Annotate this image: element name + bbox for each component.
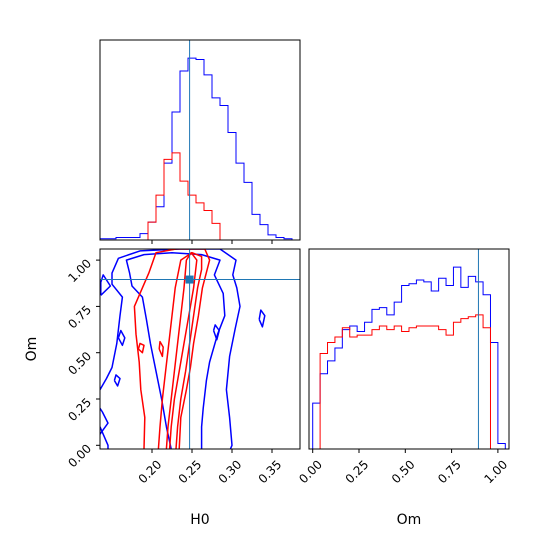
- joint-ytick-label: 0.50: [65, 349, 94, 378]
- joint-xtick-label: 0.30: [216, 457, 245, 486]
- contour-blue-6: [113, 374, 121, 387]
- om-hist-xtick-label: 1.00: [481, 457, 510, 486]
- contour-blue-4: [117, 329, 126, 347]
- truth-marker: [185, 275, 194, 284]
- om-hist-series-red: [312, 314, 506, 449]
- x-axis-label-om: Om: [397, 512, 422, 528]
- joint-ytick-label: 1.00: [65, 256, 94, 285]
- contour-red-3: [158, 340, 164, 358]
- om-hist-xtick-label: 0.25: [343, 457, 372, 486]
- contour-blue-1: [100, 249, 241, 449]
- om-hist-xtick-label: 0.50: [389, 457, 418, 486]
- joint-ytick-label: 0.25: [65, 395, 94, 424]
- contour-red-4: [137, 342, 145, 354]
- joint-xtick-label: 0.35: [256, 457, 285, 486]
- h0-hist-frame: [99, 39, 301, 241]
- om-hist-xtick-label: 0.75: [435, 457, 464, 486]
- contour-blue-5: [100, 274, 112, 296]
- h0-om-contour-panel: 0.20 0.25 0.30 0.35 0.00 0.25 0.50 0.75 1.00 H0 Om: [24, 248, 301, 528]
- y-axis-label-om: Om: [24, 337, 40, 362]
- joint-frame: [99, 248, 301, 450]
- x-axis-label-h0: H0: [190, 512, 209, 528]
- om-hist-xtick-label: 0.00: [296, 457, 325, 486]
- contour-blue-0: [125, 251, 226, 449]
- om-hist-series-blue: [312, 266, 506, 449]
- h0-hist-series-red: [100, 152, 300, 240]
- contour-blue-3: [100, 426, 109, 449]
- joint-xtick-label: 0.20: [136, 457, 165, 486]
- contour-red-2: [133, 249, 211, 449]
- om-hist-frame: [308, 248, 510, 450]
- h0-hist-series-blue: [100, 57, 300, 240]
- om-histogram-panel: 0.00 0.25 0.50 0.75 1.00 Om: [296, 248, 510, 528]
- contour-blue-8: [212, 324, 220, 341]
- joint-xtick-label: 0.25: [176, 457, 205, 486]
- h0-histogram-panel: [99, 39, 301, 244]
- contour-red-1: [157, 251, 203, 449]
- contour-blue-2: [100, 407, 109, 435]
- joint-ytick-label: 0.75: [65, 303, 94, 332]
- contour-blue-7: [258, 309, 266, 328]
- joint-ytick-label: 0.00: [65, 442, 94, 471]
